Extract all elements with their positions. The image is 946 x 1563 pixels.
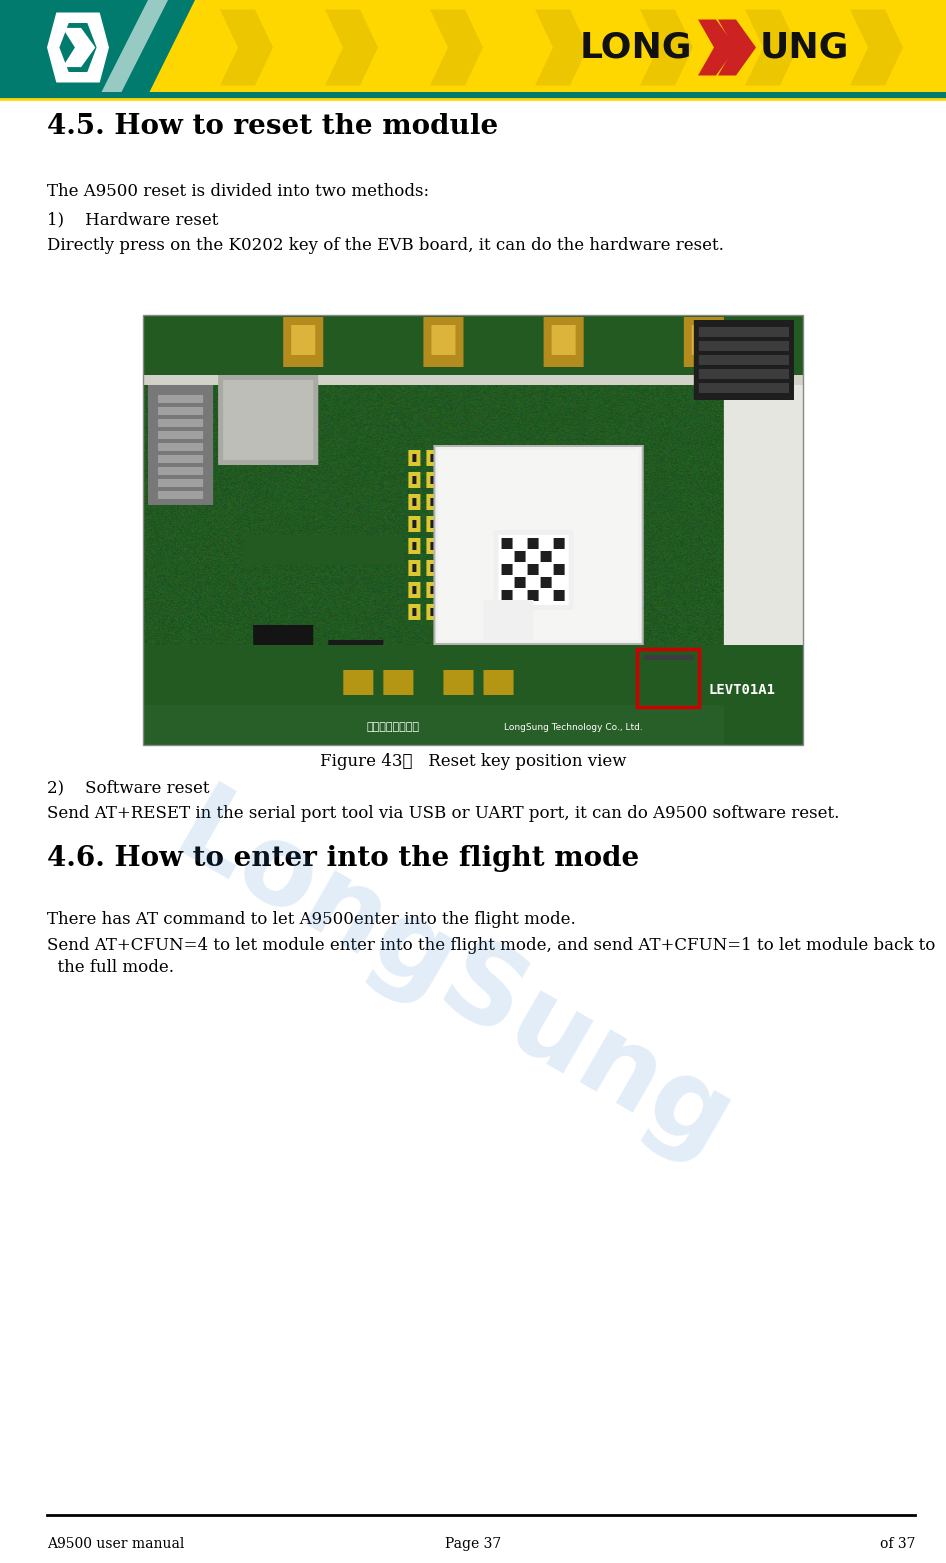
Text: There has AT command to let A9500enter into the flight mode.: There has AT command to let A9500enter i…: [47, 911, 576, 928]
Text: LEVT01A1: LEVT01A1: [708, 683, 775, 697]
Text: Directly press on the K0202 key of the EVB board, it can do the hardware reset.: Directly press on the K0202 key of the E…: [47, 238, 724, 255]
Polygon shape: [640, 9, 693, 86]
Polygon shape: [60, 23, 96, 72]
Polygon shape: [430, 9, 483, 86]
Text: The A9500 reset is divided into two methods:: The A9500 reset is divided into two meth…: [47, 183, 429, 200]
Polygon shape: [100, 0, 168, 95]
Text: LONG: LONG: [580, 31, 692, 64]
Polygon shape: [698, 19, 736, 75]
Text: the full mode.: the full mode.: [47, 960, 174, 975]
Text: Send AT+RESET in the serial port tool via USB or UART port, it can do A9500 soft: Send AT+RESET in the serial port tool vi…: [47, 805, 839, 822]
Text: LongSung Technology Co., Ltd.: LongSung Technology Co., Ltd.: [503, 722, 642, 731]
Text: Page 37: Page 37: [445, 1536, 501, 1550]
Polygon shape: [718, 19, 756, 75]
Text: LongSung: LongSung: [156, 778, 750, 1183]
Text: UNG: UNG: [760, 31, 850, 64]
Polygon shape: [325, 9, 378, 86]
Polygon shape: [47, 13, 109, 83]
Text: 2)    Software reset: 2) Software reset: [47, 778, 209, 796]
Text: A9500 user manual: A9500 user manual: [47, 1536, 184, 1550]
Bar: [637, 649, 699, 706]
Polygon shape: [535, 9, 588, 86]
Text: Figure 43：   Reset key position view: Figure 43： Reset key position view: [320, 753, 626, 771]
Text: 4.5. How to reset the module: 4.5. How to reset the module: [47, 113, 499, 141]
Text: 1)    Hardware reset: 1) Hardware reset: [47, 211, 219, 228]
Text: 龙尚科技有限公司: 龙尚科技有限公司: [366, 722, 419, 731]
Polygon shape: [62, 28, 96, 67]
Polygon shape: [850, 9, 903, 86]
Polygon shape: [220, 9, 273, 86]
Text: of 37: of 37: [880, 1536, 915, 1550]
Text: Send AT+CFUN=4 to let module enter into the flight mode, and send AT+CFUN=1 to l: Send AT+CFUN=4 to let module enter into …: [47, 936, 936, 953]
Polygon shape: [0, 0, 195, 95]
Polygon shape: [745, 9, 798, 86]
Bar: [0, 0, 946, 95]
Bar: [143, 316, 803, 746]
Text: 4.6. How to enter into the flight mode: 4.6. How to enter into the flight mode: [47, 846, 639, 872]
